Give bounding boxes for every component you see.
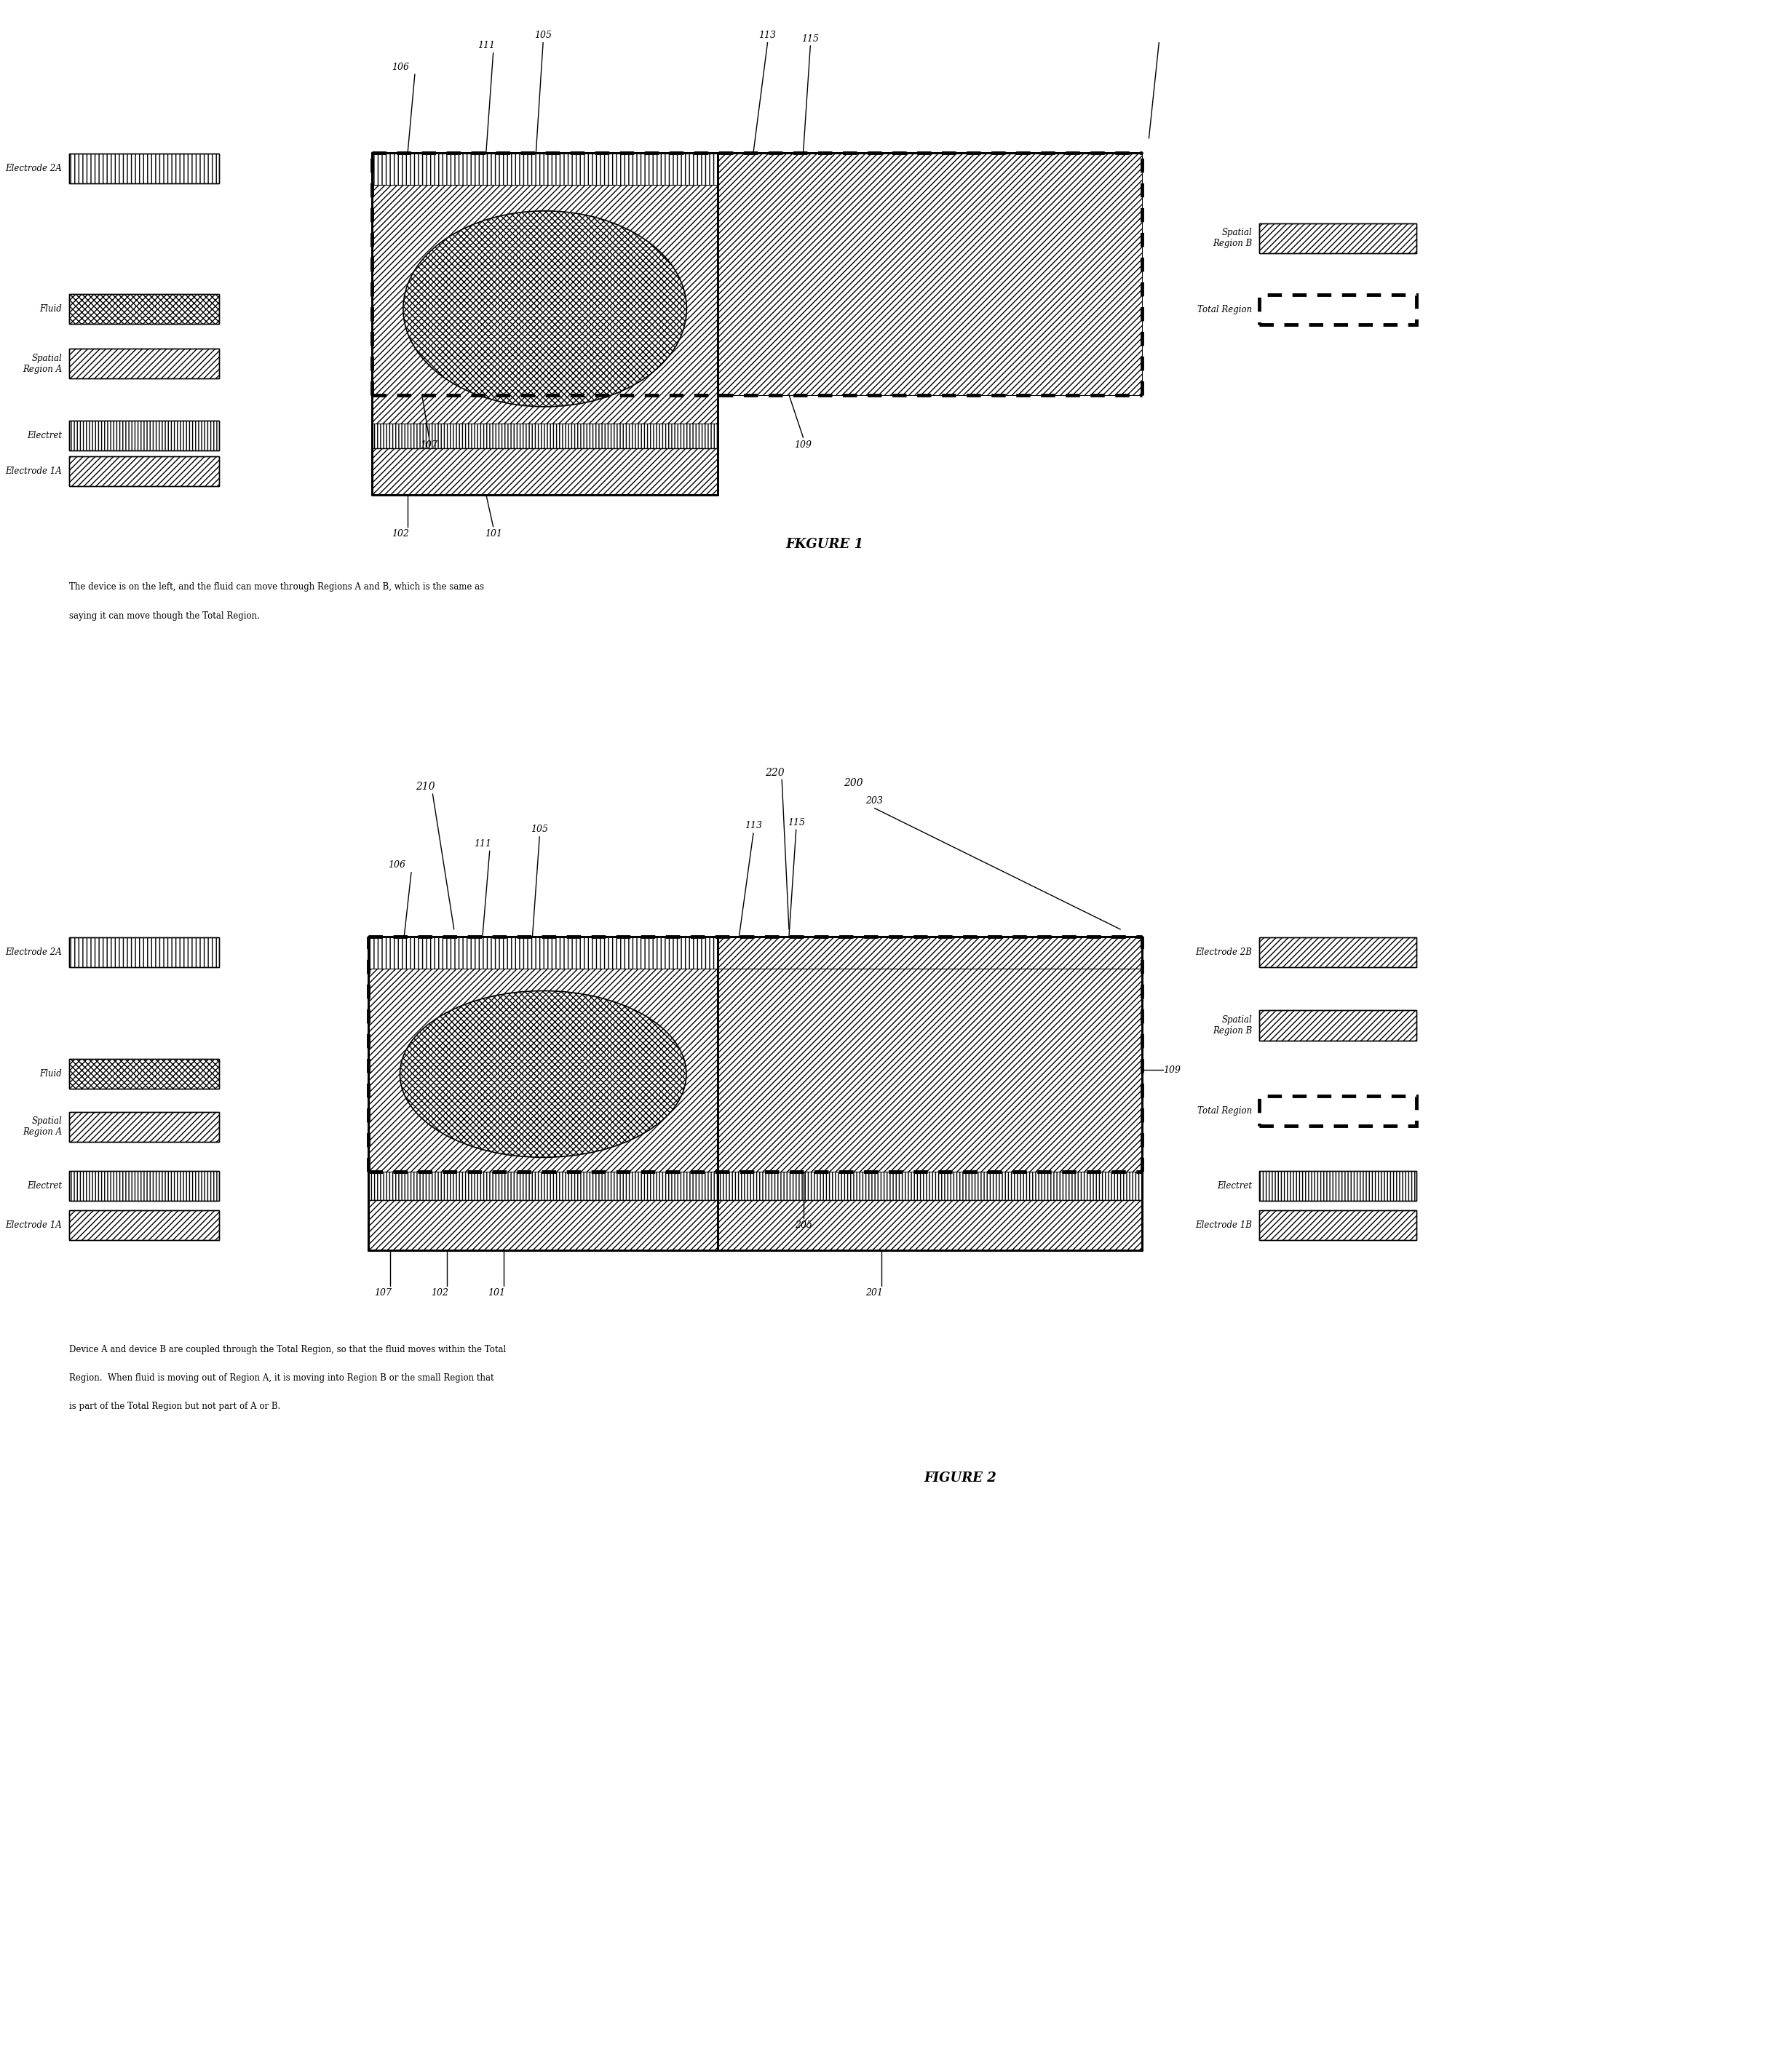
Text: 220: 220	[765, 768, 785, 778]
Bar	[369, 968, 719, 1171]
Text: Spatial
Region A: Spatial Region A	[23, 354, 63, 374]
Bar	[70, 153, 219, 184]
Bar	[373, 424, 719, 449]
Text: FIGURE 2: FIGURE 2	[923, 1471, 996, 1486]
Bar	[70, 420, 219, 451]
Text: 105: 105	[534, 31, 552, 39]
Text: 210: 210	[416, 782, 435, 792]
Bar	[719, 153, 1142, 395]
Bar	[373, 184, 719, 424]
Bar	[70, 1210, 219, 1239]
Text: Electrode 2B: Electrode 2B	[1195, 948, 1253, 958]
Text: The device is on the left, and the fluid can move through Regions A and B, which: The device is on the left, and the fluid…	[70, 583, 484, 592]
Ellipse shape	[400, 991, 686, 1157]
Text: Electrode 1A: Electrode 1A	[5, 1221, 63, 1229]
Text: 106: 106	[389, 861, 405, 869]
Text: Total Region: Total Region	[1197, 304, 1253, 314]
Text: 107: 107	[421, 441, 437, 449]
Bar	[1260, 294, 1416, 325]
Text: FKGURE 1: FKGURE 1	[785, 538, 864, 550]
Bar	[1260, 937, 1416, 968]
Bar	[70, 1171, 219, 1200]
Bar	[70, 1111, 219, 1142]
Bar	[70, 350, 219, 379]
Bar	[1260, 1210, 1416, 1239]
Text: is part of the Total Region but not part of A or B.: is part of the Total Region but not part…	[70, 1403, 281, 1411]
Bar	[70, 937, 219, 968]
Bar	[70, 350, 219, 379]
Bar	[1260, 1171, 1416, 1200]
Bar	[719, 1200, 1142, 1250]
Text: Spatial
Region A: Spatial Region A	[23, 1117, 63, 1138]
Text: Region.  When fluid is moving out of Region A, it is moving into Region B or the: Region. When fluid is moving out of Regi…	[70, 1374, 495, 1382]
Bar	[70, 937, 219, 968]
Text: 111: 111	[477, 41, 495, 50]
Bar	[70, 1059, 219, 1088]
Text: 113: 113	[758, 31, 776, 39]
Bar	[70, 1059, 219, 1088]
Bar	[70, 294, 219, 323]
Text: 203: 203	[866, 797, 883, 805]
Text: Spatial
Region B: Spatial Region B	[1213, 228, 1253, 248]
Bar	[1260, 1010, 1416, 1041]
Text: Electrode 1B: Electrode 1B	[1195, 1221, 1253, 1229]
Bar	[369, 937, 719, 968]
Text: 115: 115	[787, 817, 805, 828]
Bar	[70, 457, 219, 486]
Bar	[369, 1171, 719, 1200]
Bar	[1260, 223, 1416, 252]
Text: saying it can move though the Total Region.: saying it can move though the Total Regi…	[70, 610, 260, 621]
Bar	[70, 294, 219, 323]
Text: 205: 205	[794, 1221, 812, 1229]
Text: 111: 111	[473, 840, 491, 848]
Text: Device A and device B are coupled through the Total Region, so that the fluid mo: Device A and device B are coupled throug…	[70, 1345, 505, 1355]
Text: Electrode 2A: Electrode 2A	[5, 948, 63, 958]
Bar	[1260, 1210, 1416, 1239]
Text: 115: 115	[801, 33, 819, 43]
Bar	[70, 457, 219, 486]
Bar	[719, 937, 1142, 968]
Bar	[1260, 1171, 1416, 1200]
Text: Electrode 1A: Electrode 1A	[5, 468, 63, 476]
Text: 201: 201	[866, 1289, 883, 1297]
Text: Fluid: Fluid	[39, 304, 63, 314]
Bar	[1260, 1097, 1416, 1126]
Text: Electret: Electret	[27, 430, 63, 441]
Text: 101: 101	[487, 1289, 505, 1297]
Bar	[70, 1210, 219, 1239]
Text: 107: 107	[375, 1289, 391, 1297]
Bar	[369, 1200, 719, 1250]
Text: Electret: Electret	[1217, 1181, 1253, 1190]
Text: 113: 113	[745, 821, 762, 832]
Text: 109: 109	[794, 441, 812, 449]
Bar	[1260, 223, 1416, 252]
Text: 105: 105	[530, 826, 548, 834]
Text: Fluid: Fluid	[39, 1070, 63, 1078]
Text: 109: 109	[1163, 1066, 1181, 1074]
Bar	[373, 153, 719, 184]
Text: Electrode 2A: Electrode 2A	[5, 163, 63, 174]
Text: Spatial
Region B: Spatial Region B	[1213, 1016, 1253, 1037]
Text: 200: 200	[844, 778, 862, 788]
Bar	[1260, 937, 1416, 968]
Bar	[719, 1171, 1142, 1200]
Bar	[70, 1111, 219, 1142]
Text: 106: 106	[392, 62, 409, 72]
Bar	[719, 968, 1142, 1171]
Text: Total Region: Total Region	[1197, 1107, 1253, 1115]
Text: 102: 102	[432, 1289, 448, 1297]
Bar	[373, 449, 719, 494]
Ellipse shape	[403, 211, 686, 408]
Text: 102: 102	[392, 530, 409, 538]
Bar	[70, 153, 219, 184]
Bar	[1260, 1010, 1416, 1041]
Bar	[70, 420, 219, 451]
Text: Electret: Electret	[27, 1181, 63, 1190]
Text: 101: 101	[484, 530, 502, 538]
Bar	[70, 1171, 219, 1200]
